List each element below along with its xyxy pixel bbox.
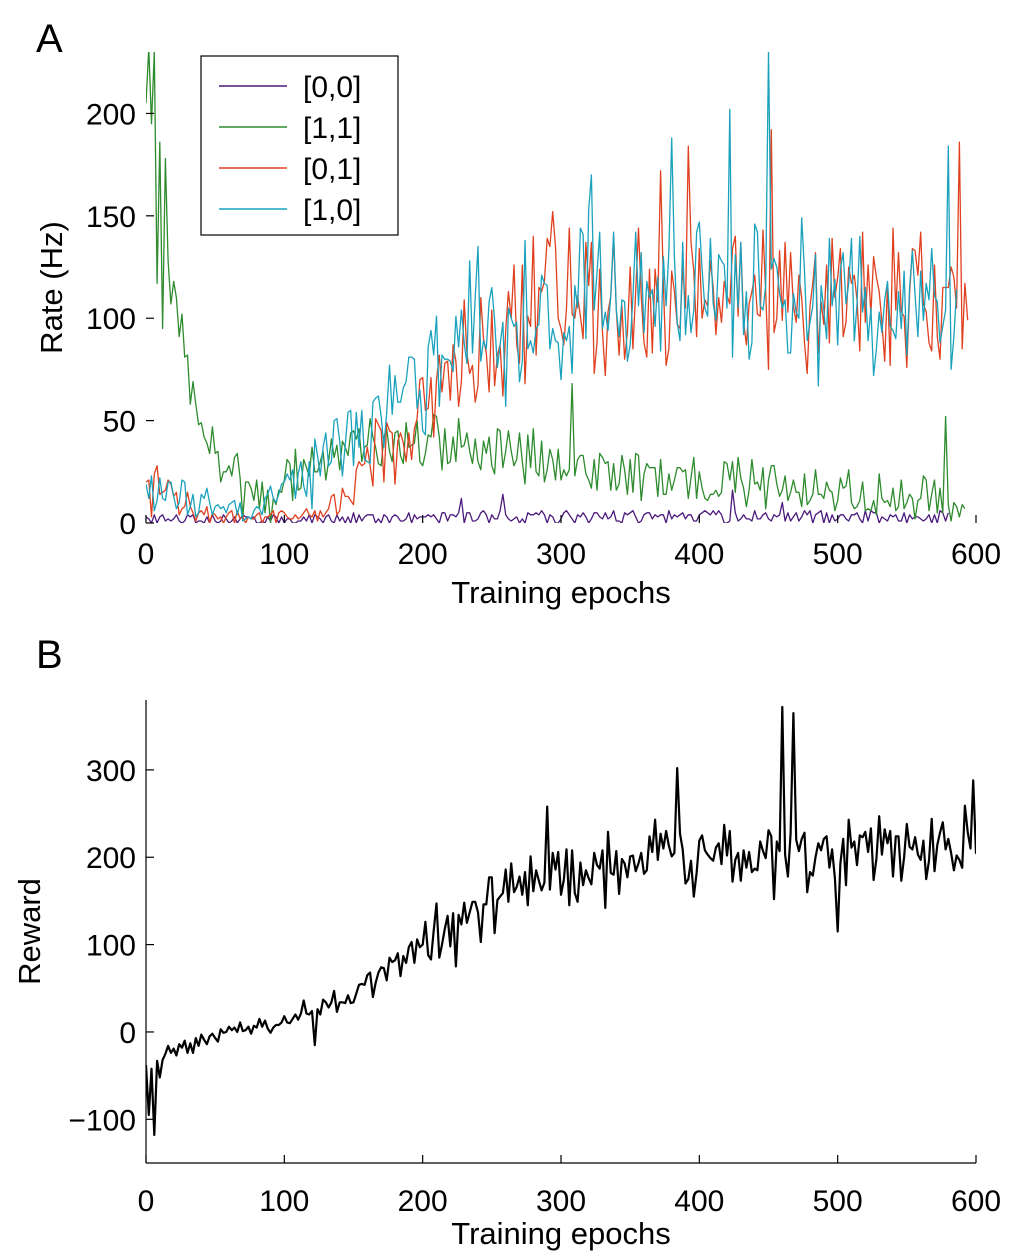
legend-label: [0,1] — [303, 153, 361, 186]
legend-label: [0,0] — [303, 71, 361, 104]
x-axis-title: Training epochs — [451, 1216, 670, 1251]
x-tick-label: 0 — [138, 1185, 155, 1218]
x-tick-label: 600 — [951, 1185, 1001, 1218]
series-line-11 — [146, 52, 966, 523]
y-tick-label: 0 — [119, 1017, 136, 1050]
y-axis-title: Reward — [12, 878, 47, 985]
legend-label: [1,1] — [303, 112, 361, 145]
x-tick-label: 100 — [259, 538, 309, 571]
legend-box — [200, 55, 399, 236]
x-tick-label: 500 — [813, 1185, 863, 1218]
x-tick-label: 200 — [398, 538, 448, 571]
x-tick-label: 200 — [398, 1185, 448, 1218]
y-tick-label: −100 — [68, 1104, 136, 1137]
y-tick-label: 150 — [86, 201, 136, 234]
panel-b-series — [146, 705, 976, 1137]
y-axis-title: Rate (Hz) — [34, 221, 69, 354]
y-tick-label: 100 — [86, 930, 136, 963]
x-tick-label: 300 — [536, 538, 586, 571]
series-line-01 — [146, 129, 969, 523]
series-line-1 — [146, 705, 976, 1137]
panel-a-letter: A — [36, 17, 63, 61]
y-tick-label: 0 — [119, 508, 136, 541]
x-tick-label: 500 — [813, 538, 863, 571]
panel-a-legend: [0,0] [1,1] [0,1] [1,0] — [200, 55, 399, 236]
series-line-00 — [146, 489, 949, 523]
x-tick-label: 400 — [674, 1185, 724, 1218]
panel-a-axes: 0 100 200 300 400 500 600050100150200Training … — [34, 98, 1001, 610]
x-tick-label: 100 — [259, 1185, 309, 1218]
panel-b-axes: 0 100 200 300 400 500 600−1000100200300Trainin… — [12, 700, 1001, 1251]
x-axis-title: Training epochs — [451, 575, 670, 610]
y-tick-label: 200 — [86, 98, 136, 131]
x-tick-label: 0 — [138, 538, 155, 571]
series-line-10 — [146, 52, 958, 522]
y-tick-label: 200 — [86, 842, 136, 875]
panel-a-series — [146, 52, 969, 523]
x-tick-label: 400 — [674, 538, 724, 571]
y-tick-label: 300 — [86, 755, 136, 788]
panel-a: A 0 100 200 300 400 500 600050100150200Trainin… — [34, 17, 1001, 610]
panel-b-letter: B — [36, 633, 63, 677]
y-tick-label: 50 — [103, 406, 136, 439]
panel-b: B 0 100 200 300 400 500 600−1000100200300Train… — [12, 633, 1001, 1251]
legend-label: [1,0] — [303, 194, 361, 227]
x-tick-label: 600 — [951, 538, 1001, 571]
x-tick-label: 300 — [536, 1185, 586, 1218]
y-tick-label: 100 — [86, 303, 136, 336]
